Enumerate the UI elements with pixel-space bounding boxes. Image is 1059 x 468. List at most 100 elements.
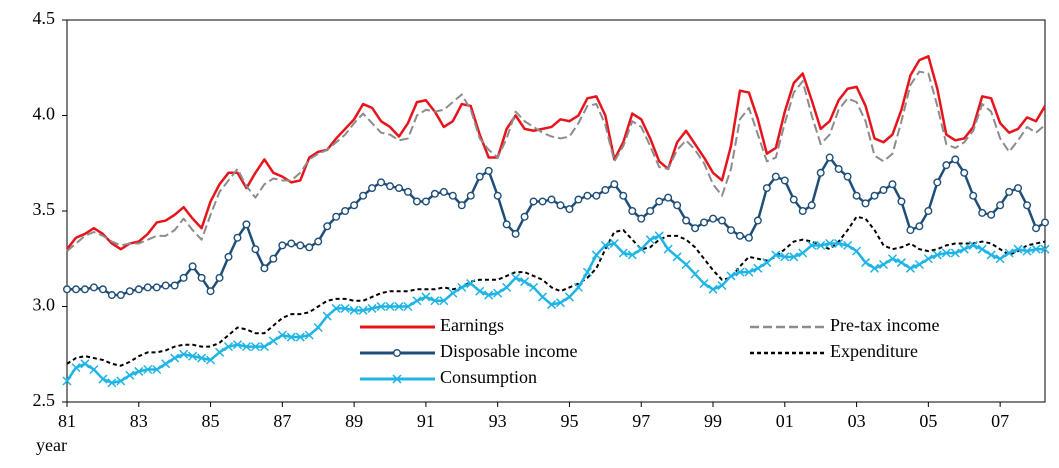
marker <box>978 208 987 217</box>
marker <box>520 277 530 287</box>
marker <box>188 351 198 361</box>
marker <box>636 244 646 254</box>
marker <box>394 301 404 312</box>
marker <box>170 353 180 363</box>
marker <box>367 303 377 313</box>
marker <box>403 187 412 196</box>
marker <box>233 233 242 242</box>
marker <box>197 353 207 363</box>
marker <box>565 205 574 214</box>
legend-marker <box>392 374 402 384</box>
marker <box>143 364 153 375</box>
marker <box>573 282 583 292</box>
legend-label: Consumption <box>440 367 537 387</box>
marker <box>618 248 628 258</box>
marker <box>744 233 753 242</box>
marker <box>592 191 601 200</box>
marker <box>466 279 476 289</box>
marker <box>538 197 547 206</box>
marker <box>116 291 125 300</box>
marker <box>350 201 359 210</box>
marker <box>583 191 592 200</box>
marker <box>869 263 880 273</box>
marker <box>322 311 332 321</box>
marker <box>341 206 350 215</box>
marker <box>986 250 996 260</box>
marker <box>134 285 143 294</box>
marker <box>933 178 942 187</box>
marker <box>870 191 879 200</box>
marker <box>107 291 116 300</box>
x-tick-label: 99 <box>704 411 722 431</box>
marker <box>547 195 556 204</box>
marker <box>789 252 799 262</box>
marker <box>520 212 529 221</box>
marker <box>403 301 413 312</box>
marker <box>852 246 862 256</box>
marker <box>457 201 466 210</box>
marker <box>493 191 502 200</box>
marker <box>816 168 825 177</box>
marker <box>807 240 817 250</box>
marker <box>502 282 512 292</box>
marker <box>861 258 871 268</box>
marker <box>628 206 637 215</box>
marker <box>161 281 170 290</box>
marker <box>932 250 942 260</box>
marker <box>125 287 134 296</box>
marker <box>430 296 440 306</box>
marker <box>564 292 574 302</box>
marker <box>735 267 745 277</box>
marker <box>753 263 763 273</box>
marker <box>295 332 305 342</box>
marker <box>475 286 485 296</box>
marker <box>278 241 287 250</box>
marker <box>161 359 171 369</box>
marker <box>269 254 278 263</box>
marker <box>259 342 269 352</box>
marker <box>98 374 108 384</box>
marker <box>699 279 709 289</box>
marker <box>968 240 978 250</box>
x-tick-label: 97 <box>632 411 650 431</box>
marker <box>529 282 539 292</box>
x-tick-label: 81 <box>58 411 76 431</box>
x-axis-label: year <box>36 435 67 455</box>
marker <box>843 172 852 181</box>
marker <box>125 370 135 380</box>
marker <box>843 240 853 250</box>
marker <box>188 262 197 271</box>
marker <box>484 290 494 300</box>
marker <box>179 273 188 282</box>
marker <box>439 187 448 196</box>
marker <box>224 252 233 261</box>
marker <box>914 259 924 270</box>
marker <box>834 238 844 249</box>
marker <box>134 366 144 376</box>
marker <box>305 243 314 252</box>
marker <box>996 201 1005 210</box>
marker <box>888 180 897 189</box>
marker <box>232 340 243 350</box>
x-tick-label: 01 <box>776 411 794 431</box>
marker <box>448 191 457 200</box>
marker <box>1005 187 1014 196</box>
marker <box>941 248 951 258</box>
marker <box>80 285 89 294</box>
marker <box>71 363 81 373</box>
marker <box>601 185 610 194</box>
x-tick-label: 89 <box>345 411 363 431</box>
legend-label: Earnings <box>440 315 504 335</box>
marker <box>421 292 431 302</box>
marker <box>376 301 386 312</box>
marker <box>107 378 117 388</box>
x-tick-label: 93 <box>489 411 507 431</box>
series-line <box>66 55 1047 251</box>
marker <box>313 322 323 333</box>
marker <box>600 240 610 250</box>
marker <box>959 244 969 254</box>
marker <box>1040 244 1050 254</box>
marker <box>511 229 520 238</box>
x-tick-label: 05 <box>919 411 937 431</box>
